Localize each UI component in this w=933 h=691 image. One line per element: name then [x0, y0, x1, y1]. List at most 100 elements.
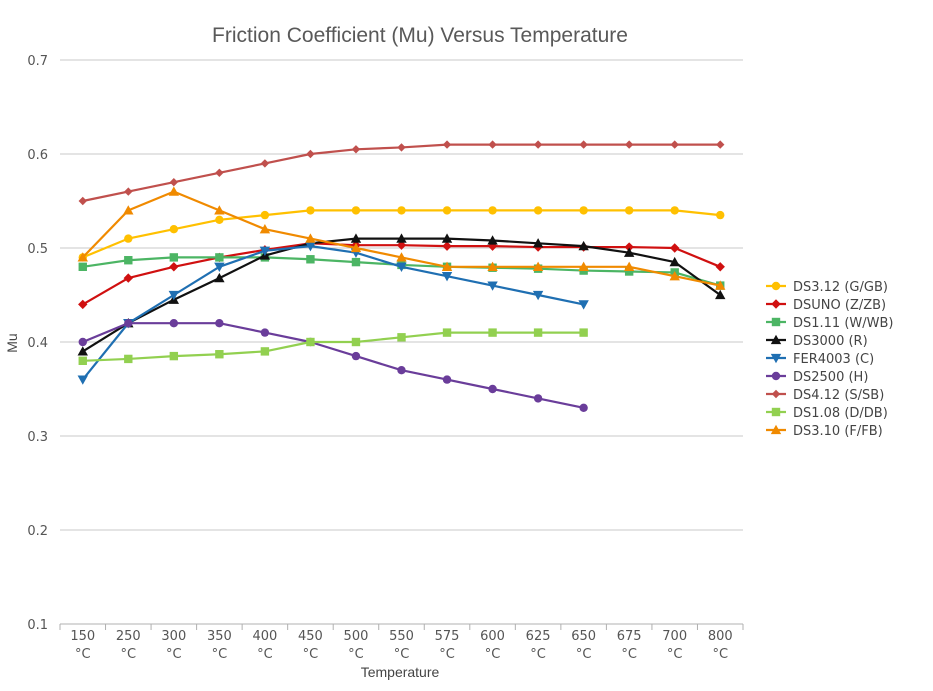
legend-marker — [771, 407, 781, 417]
data-point — [215, 350, 224, 359]
legend-label: DSUNO (Z/ZB) — [793, 298, 886, 313]
series-7 — [78, 328, 588, 365]
data-point — [442, 241, 452, 251]
x-tick-unit: °C — [303, 647, 319, 662]
data-point — [487, 261, 498, 271]
data-point — [624, 206, 634, 215]
legend-item: DS3.12 (G/GB) — [766, 280, 888, 295]
data-point — [441, 261, 453, 271]
data-point — [397, 333, 406, 342]
y-tick-label: 0.3 — [27, 430, 48, 445]
x-tick-unit: °C — [667, 647, 683, 662]
data-point — [215, 215, 224, 224]
data-point — [350, 233, 362, 243]
legend-item: DS1.11 (W/WB) — [766, 316, 894, 331]
data-point — [578, 261, 589, 271]
x-tick-label: 450 — [298, 629, 323, 644]
x-tick-unit: °C — [439, 647, 455, 662]
data-point — [623, 261, 635, 271]
x-tick-label: 250 — [116, 629, 141, 644]
data-point — [214, 262, 225, 272]
series-8 — [77, 186, 726, 290]
legend-label: DS3.10 (F/FB) — [793, 424, 883, 439]
y-tick-label: 0.1 — [27, 618, 48, 633]
data-point — [533, 140, 543, 149]
data-point — [670, 243, 680, 253]
x-axis-label: Temperature — [361, 664, 440, 680]
data-point — [124, 187, 133, 196]
data-point — [306, 255, 315, 264]
series-6 — [78, 140, 725, 206]
data-point — [351, 145, 361, 154]
legend-item: DS2500 (H) — [766, 370, 868, 385]
data-point — [669, 271, 680, 281]
data-point — [397, 366, 406, 375]
data-point — [396, 252, 407, 262]
legend-label: DS3.12 (G/GB) — [793, 280, 888, 295]
x-tick-unit: °C — [166, 647, 182, 662]
legend-label: DS3000 (R) — [793, 334, 868, 349]
data-point — [124, 319, 133, 328]
data-point — [396, 240, 407, 250]
data-point — [306, 206, 315, 215]
x-tick-label: 575 — [435, 629, 460, 644]
data-point — [715, 280, 726, 290]
data-point — [397, 143, 406, 152]
x-tick-label: 800 — [708, 629, 733, 644]
data-point — [215, 319, 224, 328]
x-tick-label: 350 — [207, 629, 232, 644]
legend-item: DS1.08 (D/DB) — [766, 406, 888, 421]
data-point — [715, 289, 726, 300]
data-point — [532, 238, 544, 248]
legend-marker — [771, 317, 781, 327]
data-point — [169, 351, 179, 361]
data-point — [532, 290, 544, 301]
data-point — [169, 178, 179, 187]
data-point — [670, 140, 679, 149]
data-point — [488, 140, 497, 149]
data-point — [169, 262, 179, 272]
x-tick-unit: °C — [257, 647, 273, 662]
data-point — [259, 246, 271, 257]
series-line — [82, 322, 584, 409]
x-tick-label: 550 — [389, 629, 414, 644]
x-tick-unit: °C — [485, 647, 501, 662]
legend-marker — [770, 424, 782, 435]
x-tick-label: 700 — [662, 629, 687, 644]
data-point — [441, 272, 453, 282]
data-point — [351, 351, 361, 361]
data-point — [306, 337, 315, 347]
data-point — [715, 262, 725, 272]
x-tick-unit: °C — [348, 647, 364, 662]
data-point — [77, 375, 88, 385]
data-point — [670, 206, 679, 215]
data-point — [169, 253, 179, 262]
y-tick-label: 0.4 — [27, 336, 48, 351]
data-point — [305, 233, 316, 243]
data-point — [442, 328, 452, 337]
legend-label: DS1.08 (D/DB) — [793, 406, 888, 421]
data-point — [532, 261, 544, 271]
data-point — [260, 210, 270, 220]
legend-marker — [770, 334, 782, 345]
legend-marker — [771, 389, 781, 399]
data-point — [168, 186, 180, 196]
data-point — [78, 299, 88, 310]
x-tick-unit: °C — [530, 647, 546, 662]
data-point — [260, 328, 270, 337]
legend-item: DS3.10 (F/FB) — [766, 424, 883, 439]
data-point — [442, 206, 452, 215]
legend-label: DS2500 (H) — [793, 370, 868, 385]
data-point — [351, 337, 361, 347]
data-point — [396, 233, 407, 243]
x-tick-label: 500 — [344, 629, 369, 644]
data-point — [624, 242, 634, 252]
x-tick-unit: °C — [121, 647, 137, 662]
data-point — [579, 328, 588, 337]
x-tick-unit: °C — [576, 647, 592, 662]
data-point — [533, 206, 543, 215]
data-point — [124, 234, 133, 243]
data-point — [77, 346, 88, 356]
